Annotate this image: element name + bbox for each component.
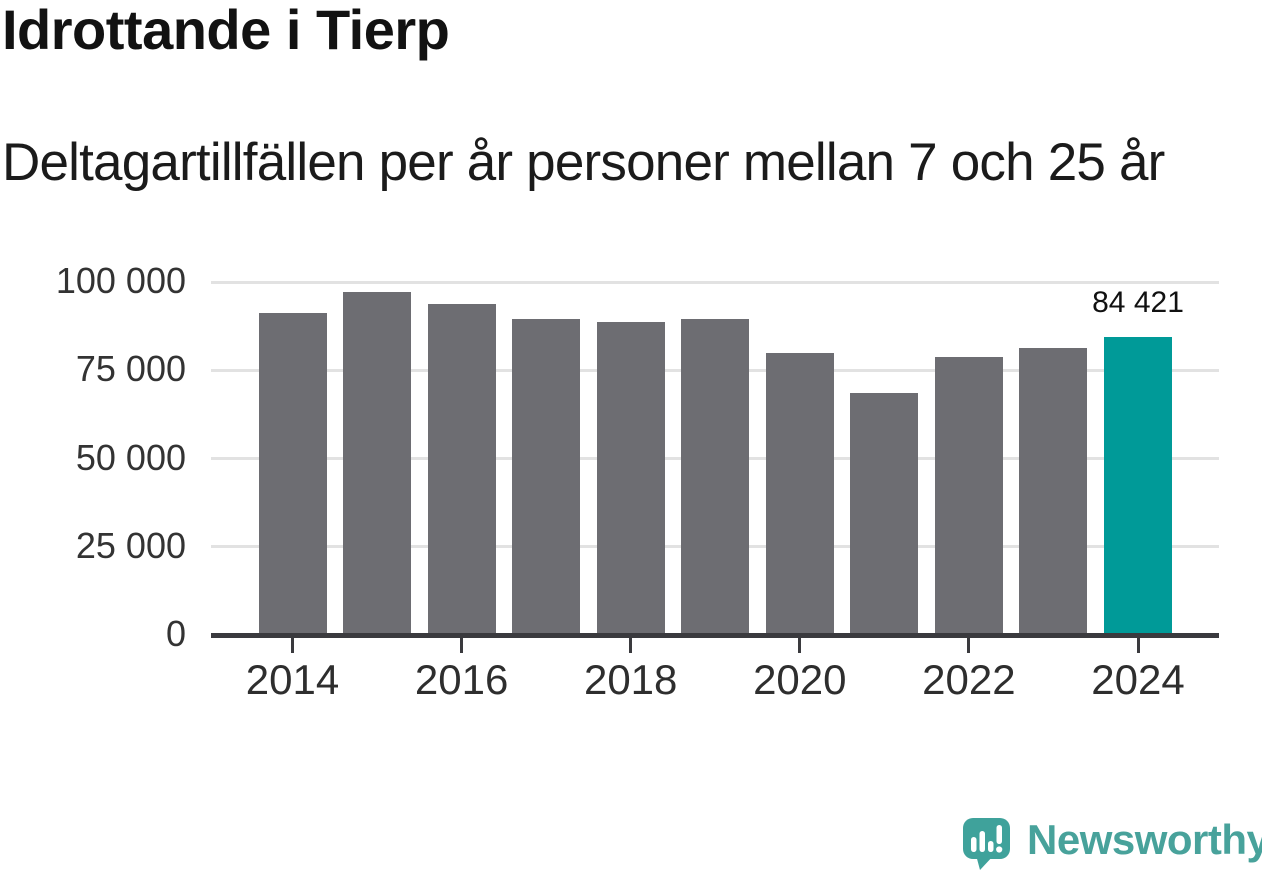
bar-2022 (934, 356, 1003, 635)
bar-2017 (512, 319, 581, 635)
bar-2023 (1019, 348, 1088, 635)
x-axis-label-2020: 2020 (753, 656, 847, 703)
x-axis-label-2016: 2016 (414, 656, 509, 703)
gridline-100000 (211, 280, 1219, 284)
x-axis-tick-2020 (798, 638, 802, 653)
x-axis-tick-2018 (629, 638, 633, 653)
x-axis-tick-2016 (460, 638, 464, 653)
x-axis-tick-2022 (967, 638, 971, 653)
x-axis-label-2024: 2024 (1091, 656, 1185, 703)
y-axis-label-0: 0 (165, 613, 186, 655)
bar-2018 (596, 321, 665, 635)
chart-title: Idrottande i Tierp (2, 0, 450, 61)
value-label-latest: 84 421 (1092, 286, 1184, 319)
bar-2015 (343, 291, 412, 635)
x-axis-line (211, 633, 1219, 638)
bar-2014 (258, 313, 327, 635)
newsworthy-logo: Newsworthy (963, 816, 1262, 876)
x-axis-label-2014: 2014 (245, 656, 340, 703)
x-axis-label-2022: 2022 (922, 656, 1016, 703)
y-axis-label-75000: 75 000 (75, 348, 186, 390)
x-axis-tick-2024 (1136, 638, 1140, 653)
bar-2020 (765, 352, 834, 635)
y-axis-label-25000: 25 000 (75, 524, 186, 566)
x-axis-tick-2014 (291, 638, 294, 653)
x-axis-label-2018: 2018 (583, 656, 678, 703)
y-axis-label-50000: 50 000 (75, 436, 186, 478)
bar-2019 (681, 319, 750, 635)
newsworthy-logo-text: Newsworthy (1027, 816, 1262, 863)
newsworthy-logo-icon (963, 818, 1010, 870)
y-axis-label-100000: 100 000 (55, 260, 186, 302)
bar-2016 (427, 304, 496, 635)
bar-2024-highlighted (1104, 336, 1172, 635)
bar-2021 (850, 392, 919, 635)
chart-subtitle: Deltagartillfällen per år personer mella… (2, 133, 1165, 192)
